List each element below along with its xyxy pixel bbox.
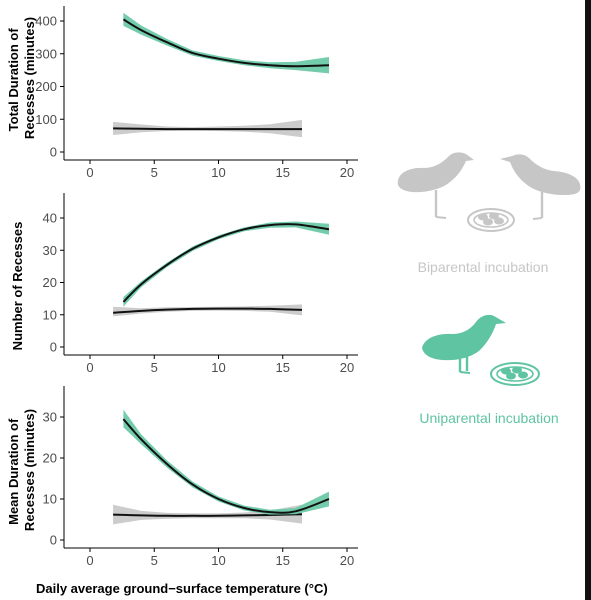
x-tick-label: 10 xyxy=(211,553,225,568)
y-tick-label: 40 xyxy=(43,211,57,226)
x-tick-label: 20 xyxy=(340,165,354,180)
y-tick-label: 10 xyxy=(43,492,57,507)
single-shorebird-with-nest-icon xyxy=(422,314,540,386)
legend-label-biparental: Biparental incubation xyxy=(418,259,549,275)
y-tick-label: 10 xyxy=(43,307,57,322)
y-tick-label: 200 xyxy=(35,79,57,94)
fit-line-series-1 xyxy=(122,18,330,68)
y-axis-label-number-recesses: Number of Recesses xyxy=(10,222,25,351)
legend-label-uniparental: Uniparental incubation xyxy=(419,410,558,426)
panel-total-duration: Total Duration of Recesses (minutes) 0 10… xyxy=(6,6,358,180)
fit-line-series-1 xyxy=(122,223,330,303)
y-tick-label: 30 xyxy=(43,243,57,258)
fit-line-series-0 xyxy=(113,307,303,314)
fit-line-series-0 xyxy=(113,127,302,131)
plot-area-number-recesses: 0 10 20 30 40 0 5 10 15 20 xyxy=(43,193,358,375)
x-tick-label: 5 xyxy=(151,165,158,180)
confidence-band-series-1 xyxy=(123,409,330,515)
confidence-band-series-0 xyxy=(113,304,302,317)
x-tick-label: 0 xyxy=(86,553,93,568)
y-tick-label: 400 xyxy=(35,14,57,29)
y-tick-label: 100 xyxy=(35,112,57,127)
y-tick-label: 0 xyxy=(50,533,57,548)
frame-edge xyxy=(585,0,591,600)
fit-line-series-0 xyxy=(113,513,303,517)
panel-mean-duration: Mean Duration of Recesses (minutes) 0 10 2… xyxy=(6,386,358,568)
y-axis-label-total-duration: Total Duration of Recesses (minutes) xyxy=(6,17,37,139)
x-tick-label: 15 xyxy=(276,165,290,180)
fit-line-series-1 xyxy=(122,418,330,514)
y-tick-label: 20 xyxy=(43,275,57,290)
confidence-band-series-0 xyxy=(113,504,302,525)
legend-uniparental: Uniparental incubation xyxy=(419,314,559,426)
y-tick-label: 300 xyxy=(35,46,57,61)
confidence-band-series-1 xyxy=(123,12,330,74)
two-shorebirds-with-nest-icon xyxy=(397,152,581,232)
x-axis-label: Daily average ground−surface temperature… xyxy=(36,581,328,596)
x-tick-label: 10 xyxy=(211,360,225,375)
x-tick-label: 20 xyxy=(340,553,354,568)
panel-number-recesses: Number of Recesses 0 10 20 30 40 0 5 10 15 20 xyxy=(10,193,358,375)
y-tick-label: 20 xyxy=(43,451,57,466)
y-axis-label-line-1: Number of Recesses xyxy=(10,222,25,351)
y-axis-label-line-2: Recesses (minutes) xyxy=(22,409,37,531)
x-tick-label: 0 xyxy=(86,165,93,180)
y-tick-label: 0 xyxy=(50,340,57,355)
legend-biparental: Biparental incubation xyxy=(397,152,581,275)
confidence-band-series-1 xyxy=(123,221,330,307)
plot-area-mean-duration: 0 10 20 30 0 5 10 15 20 xyxy=(43,386,358,568)
y-tick-label: 30 xyxy=(43,410,57,425)
y-tick-label: 0 xyxy=(50,145,57,160)
y-axis-label-line-2: Recesses (minutes) xyxy=(22,17,37,139)
x-tick-label: 15 xyxy=(276,360,290,375)
y-axis-label-mean-duration: Mean Duration of Recesses (minutes) xyxy=(6,409,37,531)
x-tick-label: 20 xyxy=(340,360,354,375)
x-tick-label: 10 xyxy=(211,165,225,180)
y-axis-label-line-1: Mean Duration of xyxy=(6,418,21,525)
x-tick-label: 0 xyxy=(86,360,93,375)
plot-area-total-duration: 0 100 200 300 400 0 5 10 15 20 xyxy=(35,6,358,180)
y-axis-label-line-1: Total Duration of xyxy=(6,28,21,132)
x-tick-label: 15 xyxy=(276,553,290,568)
x-tick-label: 5 xyxy=(151,553,158,568)
x-tick-label: 5 xyxy=(151,360,158,375)
